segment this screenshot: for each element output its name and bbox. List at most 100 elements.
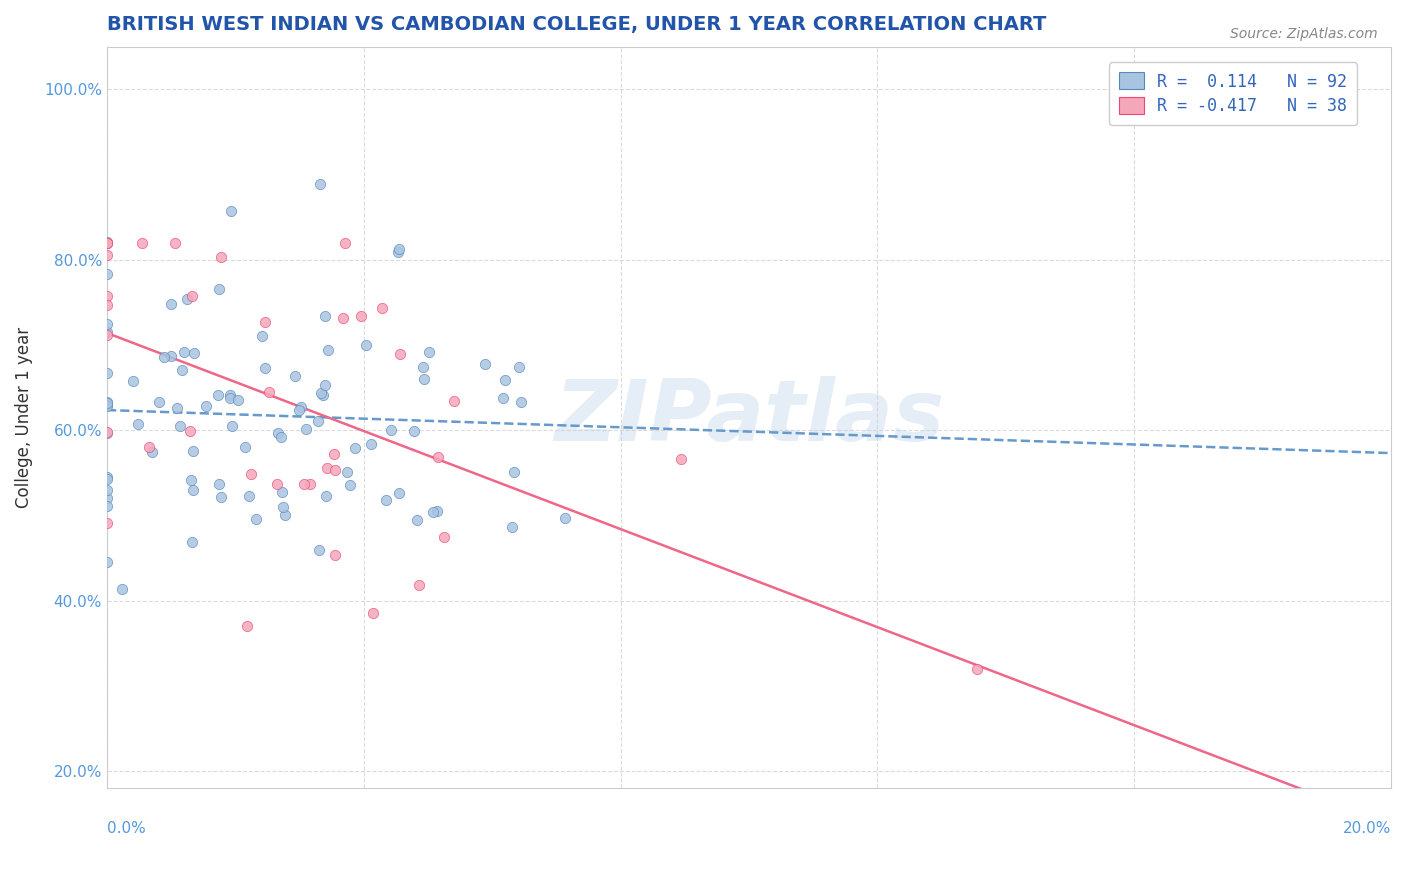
Point	[413, 371, 436, 385]
Point	[335, 235, 357, 250]
Point	[309, 177, 332, 191]
Point	[96, 268, 118, 282]
Point	[179, 424, 201, 438]
Point	[388, 242, 411, 256]
Point	[387, 244, 409, 259]
Point	[245, 512, 267, 526]
Legend: R =  0.114   N = 92, R = -0.417   N = 38: R = 0.114 N = 92, R = -0.417 N = 38	[1109, 62, 1357, 126]
Point	[266, 476, 288, 491]
Point	[96, 472, 118, 486]
Point	[96, 289, 118, 303]
Point	[111, 582, 134, 596]
Point	[127, 417, 149, 432]
Point	[160, 349, 183, 363]
Point	[433, 531, 456, 545]
Point	[96, 317, 118, 331]
Point	[257, 384, 280, 399]
Point	[350, 309, 373, 323]
Point	[233, 440, 256, 454]
Point	[426, 504, 449, 518]
Point	[181, 483, 204, 497]
Point	[314, 309, 336, 323]
Point	[474, 357, 496, 371]
Point	[267, 425, 290, 440]
Point	[240, 467, 263, 482]
Point	[422, 505, 444, 519]
Text: BRITISH WEST INDIAN VS CAMBODIAN COLLEGE, UNDER 1 YEAR CORRELATION CHART: BRITISH WEST INDIAN VS CAMBODIAN COLLEGE…	[107, 15, 1046, 34]
Point	[292, 476, 315, 491]
Point	[370, 301, 392, 315]
Point	[207, 388, 229, 402]
Point	[253, 315, 276, 329]
Point	[219, 391, 242, 405]
Point	[308, 543, 330, 558]
Point	[96, 366, 118, 380]
Point	[503, 465, 526, 479]
Point	[271, 484, 294, 499]
Point	[160, 297, 183, 311]
Point	[375, 493, 398, 508]
Point	[309, 386, 332, 401]
Point	[148, 395, 170, 409]
Point	[181, 444, 204, 458]
Point	[404, 424, 426, 438]
Point	[284, 368, 307, 383]
Point	[96, 235, 118, 250]
Y-axis label: College, Under 1 year: College, Under 1 year	[15, 326, 32, 508]
Point	[418, 345, 440, 359]
Point	[316, 343, 339, 357]
Point	[295, 422, 318, 436]
Point	[96, 399, 118, 413]
Point	[307, 414, 329, 428]
Point	[250, 329, 273, 343]
Point	[354, 338, 377, 352]
Point	[181, 289, 204, 303]
Point	[221, 419, 243, 434]
Text: Source: ZipAtlas.com: Source: ZipAtlas.com	[1230, 27, 1378, 41]
Text: ZIPatlas: ZIPatlas	[554, 376, 943, 458]
Point	[194, 399, 217, 413]
Text: 0.0%: 0.0%	[107, 821, 146, 836]
Point	[96, 328, 118, 343]
Point	[238, 490, 260, 504]
Point	[966, 662, 988, 676]
Point	[323, 463, 346, 477]
Point	[315, 490, 337, 504]
Point	[96, 235, 118, 250]
Point	[96, 425, 118, 439]
Point	[314, 378, 336, 392]
Point	[183, 346, 205, 360]
Point	[343, 441, 366, 455]
Point	[427, 450, 450, 464]
Point	[141, 444, 163, 458]
Point	[96, 470, 118, 484]
Point	[492, 391, 515, 405]
Point	[138, 440, 160, 454]
Text: 20.0%: 20.0%	[1343, 821, 1391, 836]
Point	[96, 555, 118, 569]
Point	[96, 235, 118, 250]
Point	[380, 423, 402, 437]
Point	[172, 362, 194, 376]
Point	[336, 465, 359, 479]
Point	[96, 483, 118, 497]
Point	[96, 396, 118, 410]
Point	[219, 387, 242, 401]
Point	[510, 394, 533, 409]
Point	[96, 325, 118, 339]
Point	[494, 373, 516, 387]
Point	[180, 473, 202, 487]
Point	[412, 360, 434, 375]
Point	[406, 513, 429, 527]
Point	[96, 248, 118, 262]
Point	[181, 534, 204, 549]
Point	[209, 490, 232, 504]
Point	[388, 486, 411, 500]
Point	[315, 460, 337, 475]
Point	[166, 401, 188, 416]
Point	[96, 235, 118, 250]
Point	[169, 418, 191, 433]
Point	[501, 519, 523, 533]
Point	[360, 437, 382, 451]
Point	[311, 388, 333, 402]
